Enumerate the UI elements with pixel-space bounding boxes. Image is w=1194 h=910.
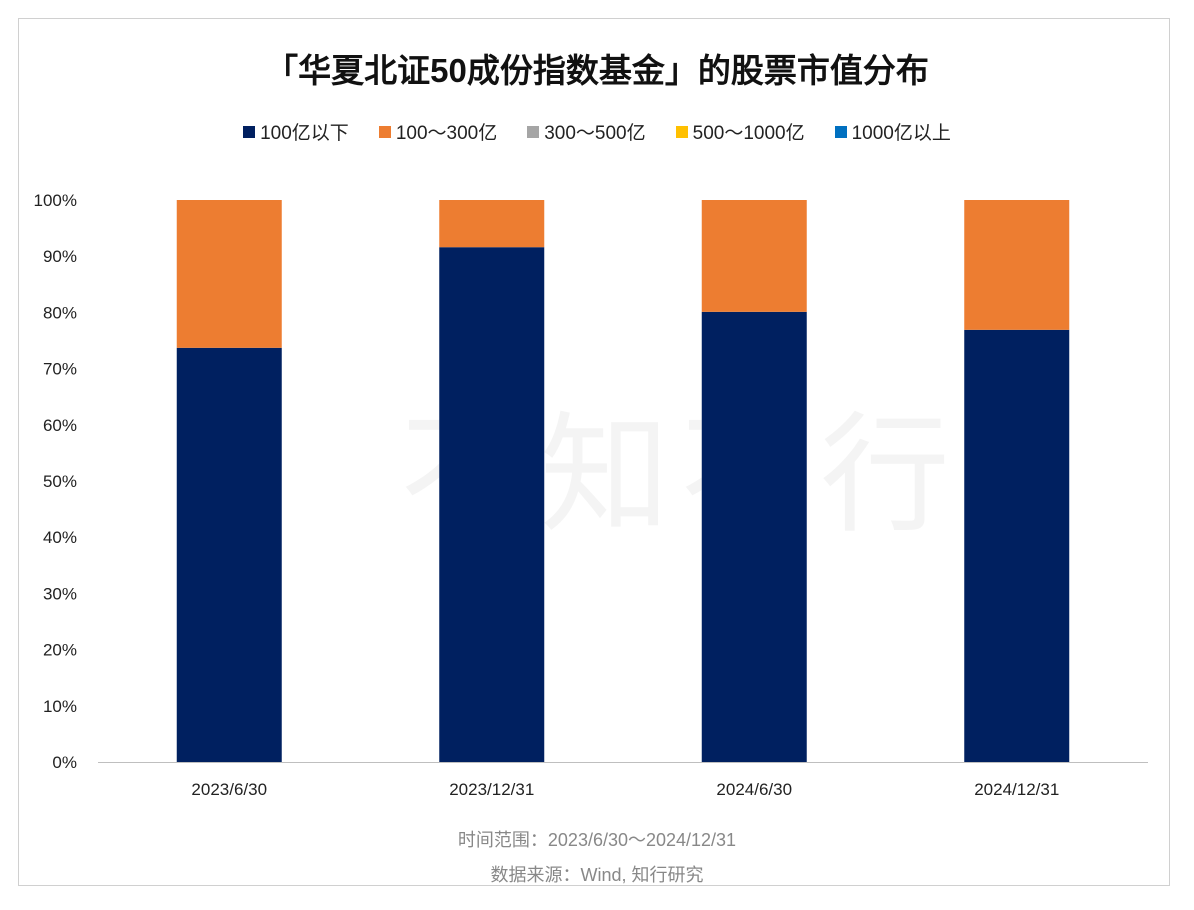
- legend-swatch: [675, 125, 688, 138]
- legend-item: 1000亿以上: [834, 118, 951, 145]
- y-tick-label: 90%: [43, 247, 77, 266]
- legend-item: 100亿以下: [243, 118, 349, 145]
- footer-source: 数据来源：Wind, 知行研究: [490, 865, 704, 885]
- footer-range: 时间范围：2023/6/30～2024/12/31: [457, 830, 737, 850]
- legend-swatch: [243, 125, 256, 138]
- legend-label: 1000亿以上: [851, 123, 951, 144]
- legend-swatch: [378, 125, 391, 138]
- legend-label: 100亿以下: [260, 123, 349, 144]
- legend-swatch: [527, 125, 540, 138]
- legend: 100亿以下 100～300亿 300～500亿 500～1000亿 1000亿以上: [0, 118, 1194, 145]
- y-tick-label: 30%: [43, 584, 77, 603]
- legend-label: 500～1000亿: [692, 123, 805, 144]
- y-tick-label: 50%: [43, 472, 77, 491]
- y-tick-label: 100%: [34, 191, 77, 210]
- bar-segment: [176, 347, 282, 762]
- chart-frame: [18, 18, 1170, 886]
- bar-segment: [439, 200, 545, 248]
- bar-segment: [176, 200, 282, 348]
- x-tick-label: 2024/6/30: [716, 780, 792, 799]
- legend-label: 300～500亿: [544, 123, 646, 144]
- chart-title: 「华夏北证50成份指数基金」的股票市值分布: [265, 52, 929, 89]
- bar-segment: [964, 200, 1070, 330]
- y-tick-label: 0%: [52, 753, 77, 772]
- y-tick-label: 20%: [43, 641, 77, 660]
- bar-segment: [964, 329, 1070, 762]
- legend-swatch: [834, 125, 847, 138]
- y-tick-label: 70%: [43, 360, 77, 379]
- y-tick-label: 60%: [43, 416, 77, 435]
- x-tick-label: 2024/12/31: [974, 780, 1059, 799]
- bar-segment: [701, 200, 807, 312]
- legend-label: 100～300亿: [395, 123, 498, 144]
- y-tick-label: 80%: [43, 303, 77, 322]
- legend-item: 500～1000亿: [675, 118, 805, 145]
- bar-segment: [701, 311, 807, 762]
- bar-segment: [439, 247, 545, 762]
- legend-item: 300～500亿: [527, 118, 646, 145]
- x-tick-label: 2023/12/31: [449, 780, 534, 799]
- y-tick-label: 40%: [43, 528, 77, 547]
- legend-item: 100～300亿: [378, 118, 498, 145]
- y-tick-label: 10%: [43, 697, 77, 716]
- x-tick-label: 2023/6/30: [191, 780, 267, 799]
